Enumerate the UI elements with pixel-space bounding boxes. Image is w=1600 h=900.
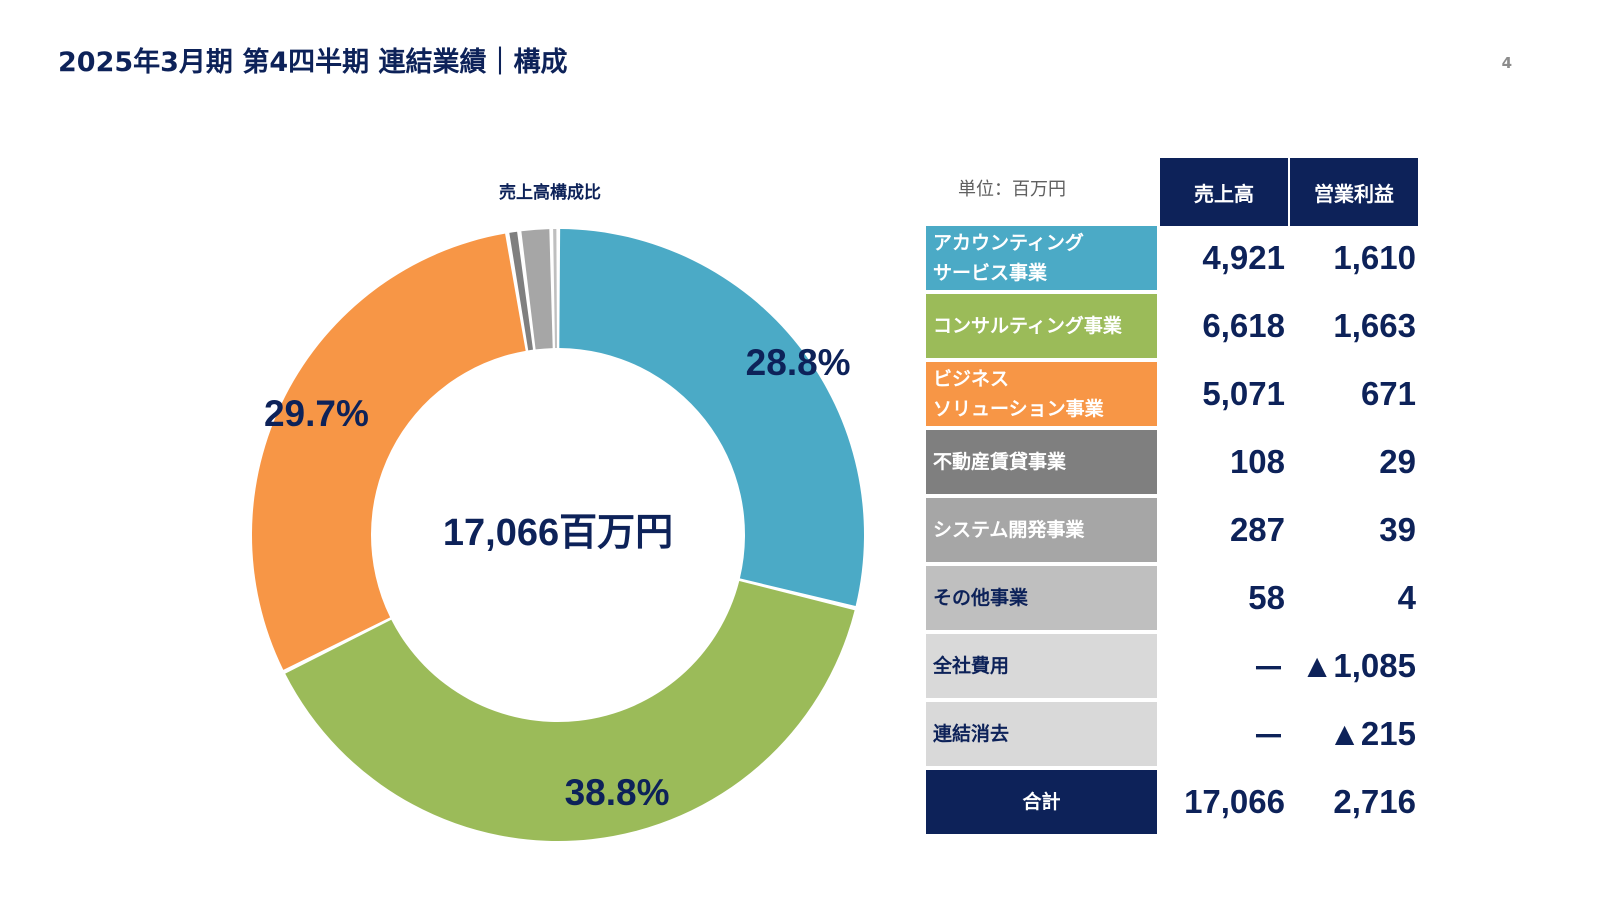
page-title: 2025年3月期 第4四半期 連結業績｜構成 [58,47,568,78]
page-number: 4 [1501,54,1512,72]
donut-slice [553,229,558,349]
sales-value: 4,921 [1202,239,1285,276]
table-unit-label: 単位：百万円 [958,179,1066,200]
sales-value: 5,071 [1202,375,1285,412]
operating-profit-value: ▲215 [1328,715,1416,752]
operating-profit-value: 29 [1379,443,1416,480]
slice-percent-label: 28.8% [746,342,851,383]
sales-value: 287 [1229,511,1285,548]
donut-slice [559,229,865,607]
segment-label: ビジネス ソリューション事業 [926,362,1157,426]
sales-value: 6,618 [1202,307,1285,344]
chart-title: 売上高構成比 [499,183,601,203]
header-operating-profit: 営業利益 [1290,158,1418,226]
operating-profit-value: ▲1,085 [1300,647,1416,684]
operating-profit-value: 39 [1379,511,1416,548]
total-row-label: 合計 [926,770,1157,834]
donut-slice [252,233,526,670]
slice-percent-label: 38.8% [565,772,670,813]
slice-percent-label: 29.7% [264,393,369,434]
operating-profit-value: 1,610 [1333,239,1416,276]
sales-value: 58 [1248,579,1285,616]
segment-label: システム開発事業 [926,498,1157,562]
sales-value: － [1252,650,1285,687]
operating-profit-value: 671 [1360,375,1416,412]
header-sales: 売上高 [1160,158,1288,226]
segment-label: その他事業 [926,566,1157,630]
total-sales-value: 17,066 [1184,783,1285,820]
segment-label: アカウンティング サービス事業 [926,226,1157,290]
donut-slice [521,229,553,350]
segment-label: 全社費用 [926,634,1157,698]
donut-slice [285,580,855,842]
segment-label: コンサルティング事業 [926,294,1157,358]
donut-slice [509,231,534,351]
operating-profit-value: 4 [1397,579,1416,616]
donut-center-total: 17,066百万円 [443,512,673,554]
segment-label: 連結消去 [926,702,1157,766]
sales-value: － [1252,718,1285,755]
total-operating-profit-value: 2,716 [1333,783,1416,820]
sales-value: 108 [1229,443,1285,480]
segment-label: 不動産賃貸事業 [926,430,1157,494]
donut-chart: 28.8% 38.8% 29.7% 17,066百万円 [252,229,865,842]
operating-profit-value: 1,663 [1333,307,1416,344]
